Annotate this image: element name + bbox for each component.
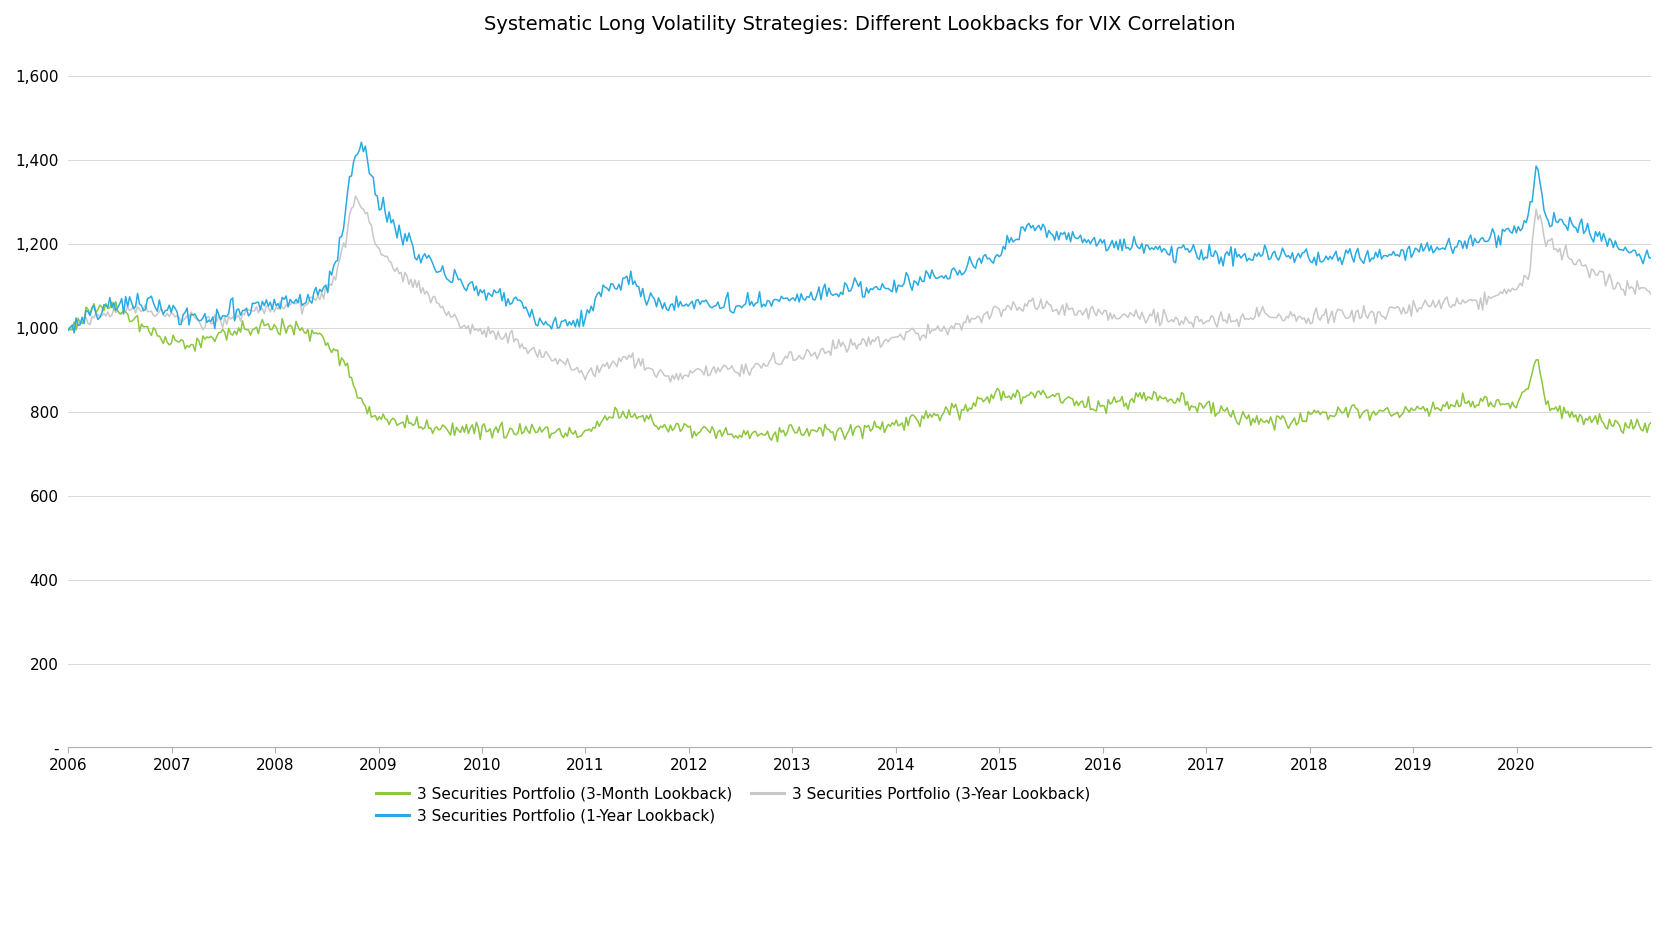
Title: Systematic Long Volatility Strategies: Different Lookbacks for VIX Correlation: Systematic Long Volatility Strategies: D… bbox=[483, 15, 1236, 34]
Legend: 3 Securities Portfolio (3-Month Lookback), 3 Securities Portfolio (1-Year Lookba: 3 Securities Portfolio (3-Month Lookback… bbox=[370, 780, 1096, 829]
